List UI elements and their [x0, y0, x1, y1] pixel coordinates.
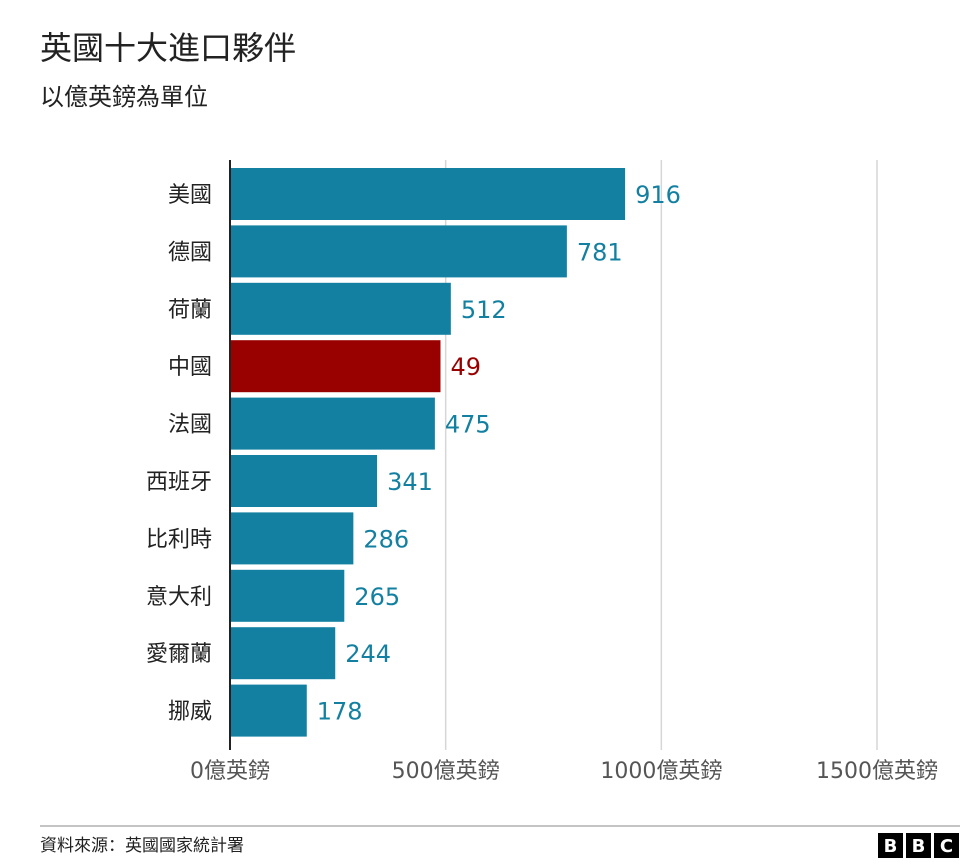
y-tick-label: 意大利 — [146, 585, 212, 610]
y-tick-label: 法國 — [168, 413, 212, 438]
chart-title: 英國十大進口夥伴 — [40, 29, 296, 67]
value-label: 512 — [461, 296, 507, 324]
y-tick-label: 德國 — [168, 240, 212, 265]
value-label: 475 — [445, 411, 491, 439]
logo-box — [878, 833, 903, 858]
x-tick-label: 1000億英鎊 — [600, 759, 722, 784]
x-tick-label: 500億英鎊 — [392, 759, 500, 784]
value-label: 49 — [450, 353, 481, 381]
value-label: 341 — [387, 468, 433, 496]
bar — [230, 684, 307, 737]
logo-letter: C — [940, 836, 953, 857]
y-tick-label: 美國 — [168, 183, 212, 208]
bar — [230, 225, 567, 278]
y-tick-label: 比利時 — [146, 527, 212, 552]
value-label: 916 — [635, 181, 681, 209]
value-label: 781 — [577, 238, 623, 266]
bar — [230, 282, 451, 335]
value-label: 286 — [363, 525, 409, 553]
value-label: 178 — [317, 698, 363, 726]
y-tick-label: 愛爾蘭 — [146, 642, 212, 667]
bar — [230, 455, 378, 507]
logo-letter: B — [884, 836, 898, 857]
y-tick-label: 挪威 — [168, 700, 212, 725]
logo-box — [934, 833, 959, 858]
logo-letter: B — [912, 836, 926, 857]
source: 資料來源：英國國家統計署 — [40, 836, 244, 856]
value-label: 265 — [354, 583, 400, 611]
y-tick-label: 中國 — [168, 355, 212, 380]
y-tick-label: 西班牙 — [146, 470, 212, 495]
bar — [230, 569, 345, 622]
logo-box — [906, 833, 931, 858]
y-tick-label: 荷蘭 — [168, 298, 212, 323]
value-label: 244 — [345, 640, 391, 668]
bar — [230, 340, 441, 393]
x-tick-label: 0億英鎊 — [190, 759, 270, 784]
chart-subtitle: 以億英鎊為單位 — [40, 83, 208, 111]
x-tick-label: 1500億英鎊 — [816, 759, 938, 784]
bar — [230, 512, 354, 565]
bar — [230, 627, 336, 680]
bar — [230, 168, 626, 220]
bar — [230, 397, 435, 450]
